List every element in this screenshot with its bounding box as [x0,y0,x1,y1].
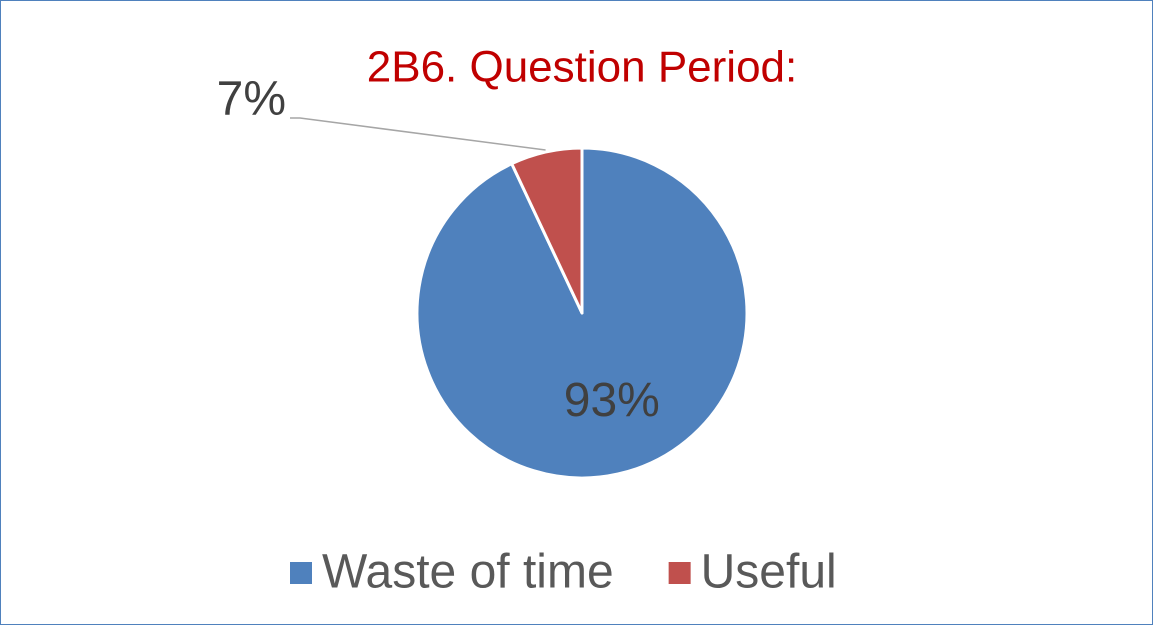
data-label: 93% [564,374,660,427]
pie-slice [510,146,584,315]
legend-label: Useful [701,546,837,599]
data-label: 7% [217,73,286,126]
legend-swatch [668,562,691,584]
leader-line [290,117,546,151]
chart-title: 2B6. Question Period: [367,43,797,92]
legend-swatch [290,562,312,584]
legend-label: Waste of time [322,546,614,599]
